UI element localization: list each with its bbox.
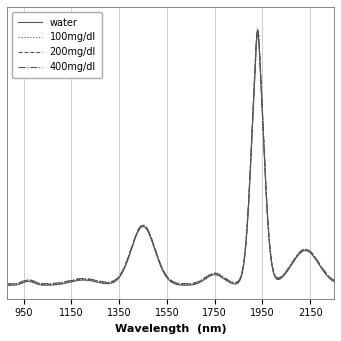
100mg/dl: [291, 261, 295, 265]
400mg/dl: [130, 242, 134, 247]
200mg/dl: [326, 273, 330, 278]
200mg/dl: [130, 243, 134, 247]
100mg/dl: [145, 226, 149, 231]
100mg/dl: [130, 244, 134, 248]
400mg/dl: [5, 282, 9, 286]
200mg/dl: [145, 226, 149, 230]
400mg/dl: [62, 280, 66, 284]
200mg/dl: [291, 260, 295, 264]
200mg/dl: [42, 282, 46, 286]
200mg/dl: [5, 282, 9, 286]
200mg/dl: [332, 279, 336, 283]
water: [332, 280, 336, 284]
400mg/dl: [332, 278, 336, 282]
Line: 400mg/dl: 400mg/dl: [7, 29, 334, 284]
water: [291, 261, 295, 265]
100mg/dl: [332, 279, 336, 283]
400mg/dl: [42, 282, 46, 286]
Line: water: water: [7, 34, 334, 285]
water: [145, 227, 149, 231]
water: [256, 32, 260, 36]
water: [326, 275, 330, 279]
water: [62, 282, 66, 286]
100mg/dl: [326, 274, 330, 278]
Line: 100mg/dl: 100mg/dl: [7, 32, 334, 285]
400mg/dl: [256, 27, 260, 31]
100mg/dl: [256, 30, 260, 34]
200mg/dl: [256, 28, 260, 32]
400mg/dl: [326, 273, 330, 277]
water: [5, 283, 9, 287]
400mg/dl: [291, 260, 295, 264]
X-axis label: Wavelength  (nm): Wavelength (nm): [115, 324, 226, 334]
Legend: water, 100mg/dl, 200mg/dl, 400mg/dl: water, 100mg/dl, 200mg/dl, 400mg/dl: [12, 12, 102, 78]
100mg/dl: [42, 283, 46, 287]
100mg/dl: [62, 281, 66, 285]
Line: 200mg/dl: 200mg/dl: [7, 30, 334, 284]
100mg/dl: [5, 283, 9, 287]
200mg/dl: [62, 280, 66, 284]
water: [130, 244, 134, 248]
400mg/dl: [145, 225, 149, 229]
water: [42, 283, 46, 287]
